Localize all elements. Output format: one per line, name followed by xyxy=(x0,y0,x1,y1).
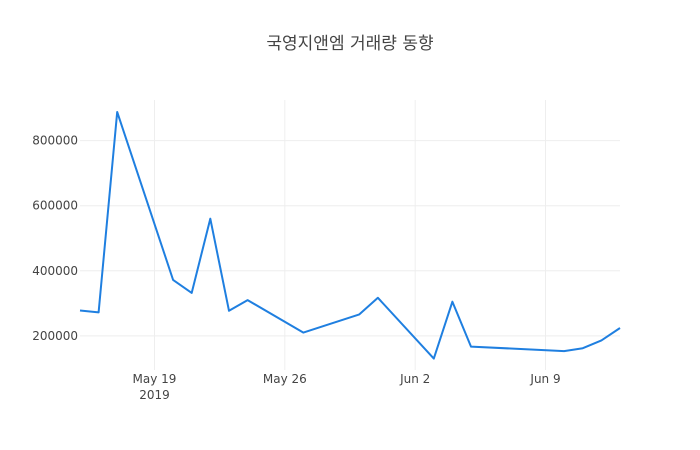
data-point[interactable] xyxy=(96,309,102,315)
data-point[interactable] xyxy=(114,109,120,115)
data-point[interactable] xyxy=(561,348,567,354)
y-tick-label: 200000 xyxy=(32,329,78,343)
x-tick-label: May 26 xyxy=(263,372,307,386)
y-tick-label: 800000 xyxy=(32,134,78,148)
x-tick-label: Jun 9 xyxy=(529,372,560,386)
axis-tick-labels: 200000 400000 600000 800000 May 19 2019 May 26… xyxy=(32,134,560,402)
chart-title: 국영지앤엠 거래량 동향 xyxy=(266,34,433,54)
data-point[interactable] xyxy=(170,277,176,283)
data-point[interactable] xyxy=(431,356,437,362)
series-layer xyxy=(77,109,623,362)
data-point[interactable] xyxy=(580,345,586,351)
gridlines xyxy=(80,100,620,370)
data-point[interactable] xyxy=(449,299,455,305)
x-tick-sublabel: 2019 xyxy=(139,388,170,402)
series-line xyxy=(79,111,621,360)
data-point[interactable] xyxy=(77,307,83,313)
data-point[interactable] xyxy=(207,216,213,222)
y-tick-label: 400000 xyxy=(32,264,78,278)
y-tick-label: 600000 xyxy=(32,199,78,213)
data-point[interactable] xyxy=(598,337,604,343)
data-point[interactable] xyxy=(356,311,362,317)
data-point[interactable] xyxy=(226,308,232,314)
data-point[interactable] xyxy=(300,330,306,336)
x-tick-label: Jun 2 xyxy=(399,372,430,386)
data-point[interactable] xyxy=(189,290,195,296)
data-point[interactable] xyxy=(468,344,474,350)
data-point[interactable] xyxy=(617,325,623,331)
x-tick-label: May 19 xyxy=(133,372,177,386)
data-point[interactable] xyxy=(375,295,381,301)
data-point[interactable] xyxy=(245,297,251,303)
